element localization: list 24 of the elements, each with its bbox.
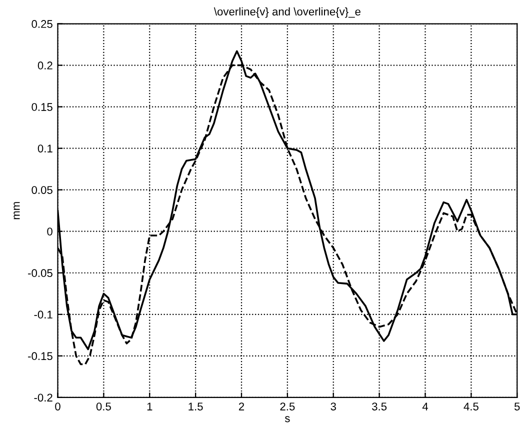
y-tick-label: -0.05 [28,269,52,278]
x-tick-label: 3.5 [372,402,387,410]
x-axis-title: s [284,416,290,422]
chart-title: \overline{v} and \overline{v}_e [214,7,360,18]
x-tick-label: 0.5 [96,402,111,410]
y-tick-label: -0.1 [34,310,52,319]
x-tick-label: 4 [422,402,428,410]
x-tick-label: 3 [330,402,336,410]
y-tick-label: 0.2 [38,62,52,70]
y-tick-label: 0.25 [32,20,52,28]
y-tick-label: -0.2 [34,394,52,402]
x-tick-label: 1 [147,402,152,410]
x-tick-label: 0 [55,402,60,410]
x-tick-label: 2.5 [280,402,295,410]
y-tick-label: 0.05 [32,186,52,194]
x-tick-label: 4.5 [464,402,478,410]
y-tick-label: 0.15 [32,103,52,111]
x-tick-label: 2 [238,402,244,410]
y-tick-label: 0 [47,228,52,236]
y-tick-label: 0.1 [38,144,52,152]
y-tick-label: -0.15 [28,352,52,360]
x-tick-label: 5 [514,402,520,410]
y-axis-title: mm [14,202,20,220]
x-tick-label: 1.5 [188,402,203,410]
